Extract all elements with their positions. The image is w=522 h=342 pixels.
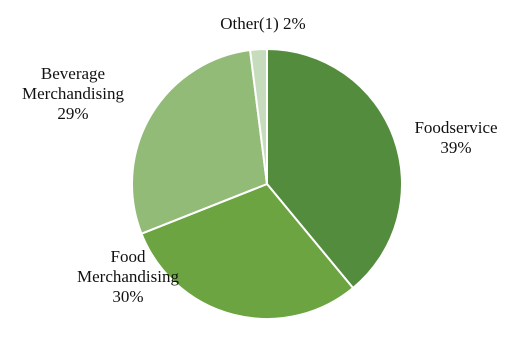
pie-label-line: Other(1) 2%: [220, 14, 305, 33]
pie-slices: [131, 47, 403, 320]
pie-label-foodservice: Foodservice 39%: [414, 118, 497, 157]
pie-labels: Foodservice 39%Food Merchandising 30%Bevera…: [22, 14, 498, 306]
pie-label-line: Merchandising: [22, 84, 124, 103]
pie-slice-foodservice: [266, 47, 403, 290]
pie-slice-food-merchandising: [140, 182, 355, 320]
pie-label-line: Food: [111, 247, 146, 266]
pie-label-line: Beverage: [41, 64, 105, 83]
pie-label-other-1: Other(1) 2%: [220, 14, 305, 33]
pie-slice-other-1: [248, 47, 268, 185]
pie-label-line: 30%: [112, 287, 143, 306]
pie-slice-beverage-merchandising: [131, 48, 269, 235]
pie-label-line: 29%: [57, 104, 88, 123]
pie-label-beverage-merchandising: Beverage Merchandising 29%: [22, 64, 124, 123]
pie-label-line: Merchandising: [77, 267, 179, 286]
pie-label-line: 39%: [440, 138, 471, 157]
pie-label-food-merchandising: Food Merchandising 30%: [77, 247, 179, 306]
pie-label-line: Foodservice: [414, 118, 497, 137]
